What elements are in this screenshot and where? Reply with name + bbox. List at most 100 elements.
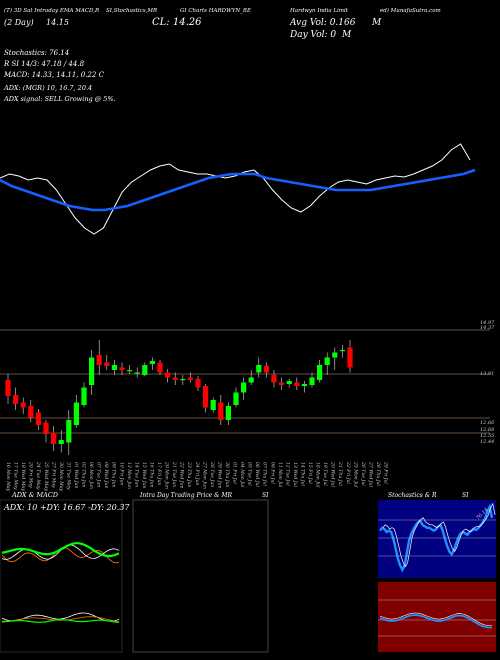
price-label-7: 12.44 xyxy=(480,439,494,445)
candle-body xyxy=(111,365,117,370)
candle-body xyxy=(256,365,262,373)
candle-body xyxy=(142,365,148,375)
candle-body xyxy=(248,377,254,383)
candlestick-series xyxy=(5,340,353,455)
header-line1-d: Hardwyn India Limit xyxy=(289,8,349,14)
candle-body xyxy=(180,379,186,381)
intraday-panel xyxy=(132,499,269,653)
adx-readout: ADX: (MGR) 10, 16.7, 20.4 xyxy=(3,84,92,92)
date-tick-label: 10 Fri Jun xyxy=(118,462,124,485)
date-tick-label: 21 Thu Jul xyxy=(337,461,343,487)
rsi-line xyxy=(379,614,492,629)
date-tick-label: 27 Wed Jul xyxy=(367,461,373,488)
date-tick-label: 14 Thu Jul xyxy=(299,462,305,487)
date-tick-label: 09 Thu Jun xyxy=(111,462,117,488)
candle-body xyxy=(347,347,353,368)
price-label-4: 12.66 xyxy=(480,420,495,426)
date-tick-label: 12 Tue Jul xyxy=(284,462,290,486)
stoch-k-line xyxy=(379,503,494,573)
adx-lines xyxy=(1,542,120,623)
date-tick-label: 18 Wed May xyxy=(20,462,26,491)
header-line1-b: SI,Stochastics,MR xyxy=(106,8,157,14)
candle-body xyxy=(233,392,239,405)
date-tick-label: 30 Thu Jun xyxy=(224,462,230,488)
date-tick-label: 08 Wed Jun xyxy=(103,462,109,489)
date-tick-label: 20 Fri May xyxy=(28,461,34,488)
date-axis: 16 Mon May 17 Tue May 18 Wed May 20 Fri May… xyxy=(5,461,389,492)
intraday-panel-title: Intra Day Trading Price & MR xyxy=(139,492,233,499)
stoch-panel-title-b: SI xyxy=(462,492,469,499)
date-tick-label: 16 Mon May xyxy=(5,462,11,492)
candle-body xyxy=(286,381,292,384)
date-tick-label: 29 Fri Jul xyxy=(383,461,389,484)
candle-body xyxy=(271,375,277,383)
date-tick-label: 07 Tue Jun xyxy=(96,462,102,487)
candle-body xyxy=(309,377,315,385)
candle-body xyxy=(81,387,87,405)
date-tick-label: 27 Fri May xyxy=(50,461,56,488)
header-line1-e: ed) MunafaSutra.com xyxy=(380,7,441,14)
price-label-2: 14.37 xyxy=(480,325,495,331)
date-tick-label: 01 Fri Jul xyxy=(232,462,238,484)
candle-body xyxy=(225,406,231,420)
date-tick-label: 08 Fri Jul xyxy=(269,462,275,484)
candle-body xyxy=(218,402,224,420)
candle-body xyxy=(51,432,57,444)
date-tick-label: 06 Wed Jul xyxy=(254,462,260,488)
candle-body xyxy=(294,382,300,386)
header-line1-a: (T) 3D Sat Intraday EMA MACD,R xyxy=(4,7,99,14)
date-tick-label: 23 Thu Jun xyxy=(186,461,192,488)
date-tick-label: 24 Tue May xyxy=(35,461,41,490)
candle-body xyxy=(172,377,178,380)
adx-panel-title: ADX & MACD xyxy=(11,491,59,499)
macd-hist-line xyxy=(1,619,120,623)
date-tick-label: 25 Mon Jul xyxy=(352,461,358,488)
date-tick-label: 15 Fri Jul xyxy=(307,462,313,484)
header-line2-b: 14.15 xyxy=(46,18,69,27)
macd-readout: MACD: 14.33, 14.11, 0.22 C xyxy=(3,71,105,79)
date-tick-label: 26 Tue Jul xyxy=(360,461,366,486)
date-tick-label: 04 Mon Jul xyxy=(239,462,245,488)
candle-body xyxy=(324,357,330,365)
mrsi-line xyxy=(379,612,492,626)
candle-body xyxy=(73,402,79,425)
candle-body xyxy=(317,365,323,380)
header-line1-c: GI Charts HARDWYN_BE xyxy=(180,8,251,14)
candle-body xyxy=(43,422,49,434)
rsi-panel xyxy=(378,582,496,652)
date-tick-label: 22 Fri Jul xyxy=(345,461,351,484)
candle-body xyxy=(35,412,41,425)
stoch-d-line xyxy=(382,502,496,568)
candle-body xyxy=(20,402,26,408)
header-line2-e: M xyxy=(371,18,382,28)
candle-body xyxy=(195,379,201,388)
header-line2-d: Avg Vol: 0.166 xyxy=(289,18,356,28)
date-tick-label: 31 Tue May xyxy=(65,462,71,490)
candle-body xyxy=(301,384,307,386)
candle-body xyxy=(58,440,64,444)
stochastics-panel xyxy=(378,500,496,578)
date-tick-label: 27 Mon Jun xyxy=(201,461,207,489)
date-tick-label: 29 Wed Jun xyxy=(216,461,222,489)
date-tick-label: 20 Mon Jun xyxy=(164,461,170,489)
date-tick-label: 17 Fri Jun xyxy=(156,462,162,485)
candle-body xyxy=(241,382,247,393)
adx-panel xyxy=(0,499,123,653)
header-line3-a: Day Vol: 0 xyxy=(289,30,336,40)
price-label-5: 12.68 xyxy=(480,427,494,433)
candle-body xyxy=(339,350,345,352)
candle-body xyxy=(5,380,11,396)
candle-body xyxy=(149,361,155,364)
date-tick-label: 22 Wed Jun xyxy=(179,461,185,489)
candle-body xyxy=(66,420,72,443)
date-tick-label: 17 Tue May xyxy=(13,462,19,490)
date-tick-label: 07 Thu Jul xyxy=(262,462,268,487)
candle-body xyxy=(127,370,133,372)
date-tick-label: 19 Tue Jul xyxy=(322,462,328,486)
date-tick-label: 30 Mon May xyxy=(58,462,64,492)
header-line2-c: CL: 14.26 xyxy=(152,17,202,28)
candle-body xyxy=(13,395,19,404)
candle-body xyxy=(203,386,209,408)
candle-body xyxy=(263,366,269,373)
stoch-panel-title: Stochastics & R xyxy=(388,492,437,499)
